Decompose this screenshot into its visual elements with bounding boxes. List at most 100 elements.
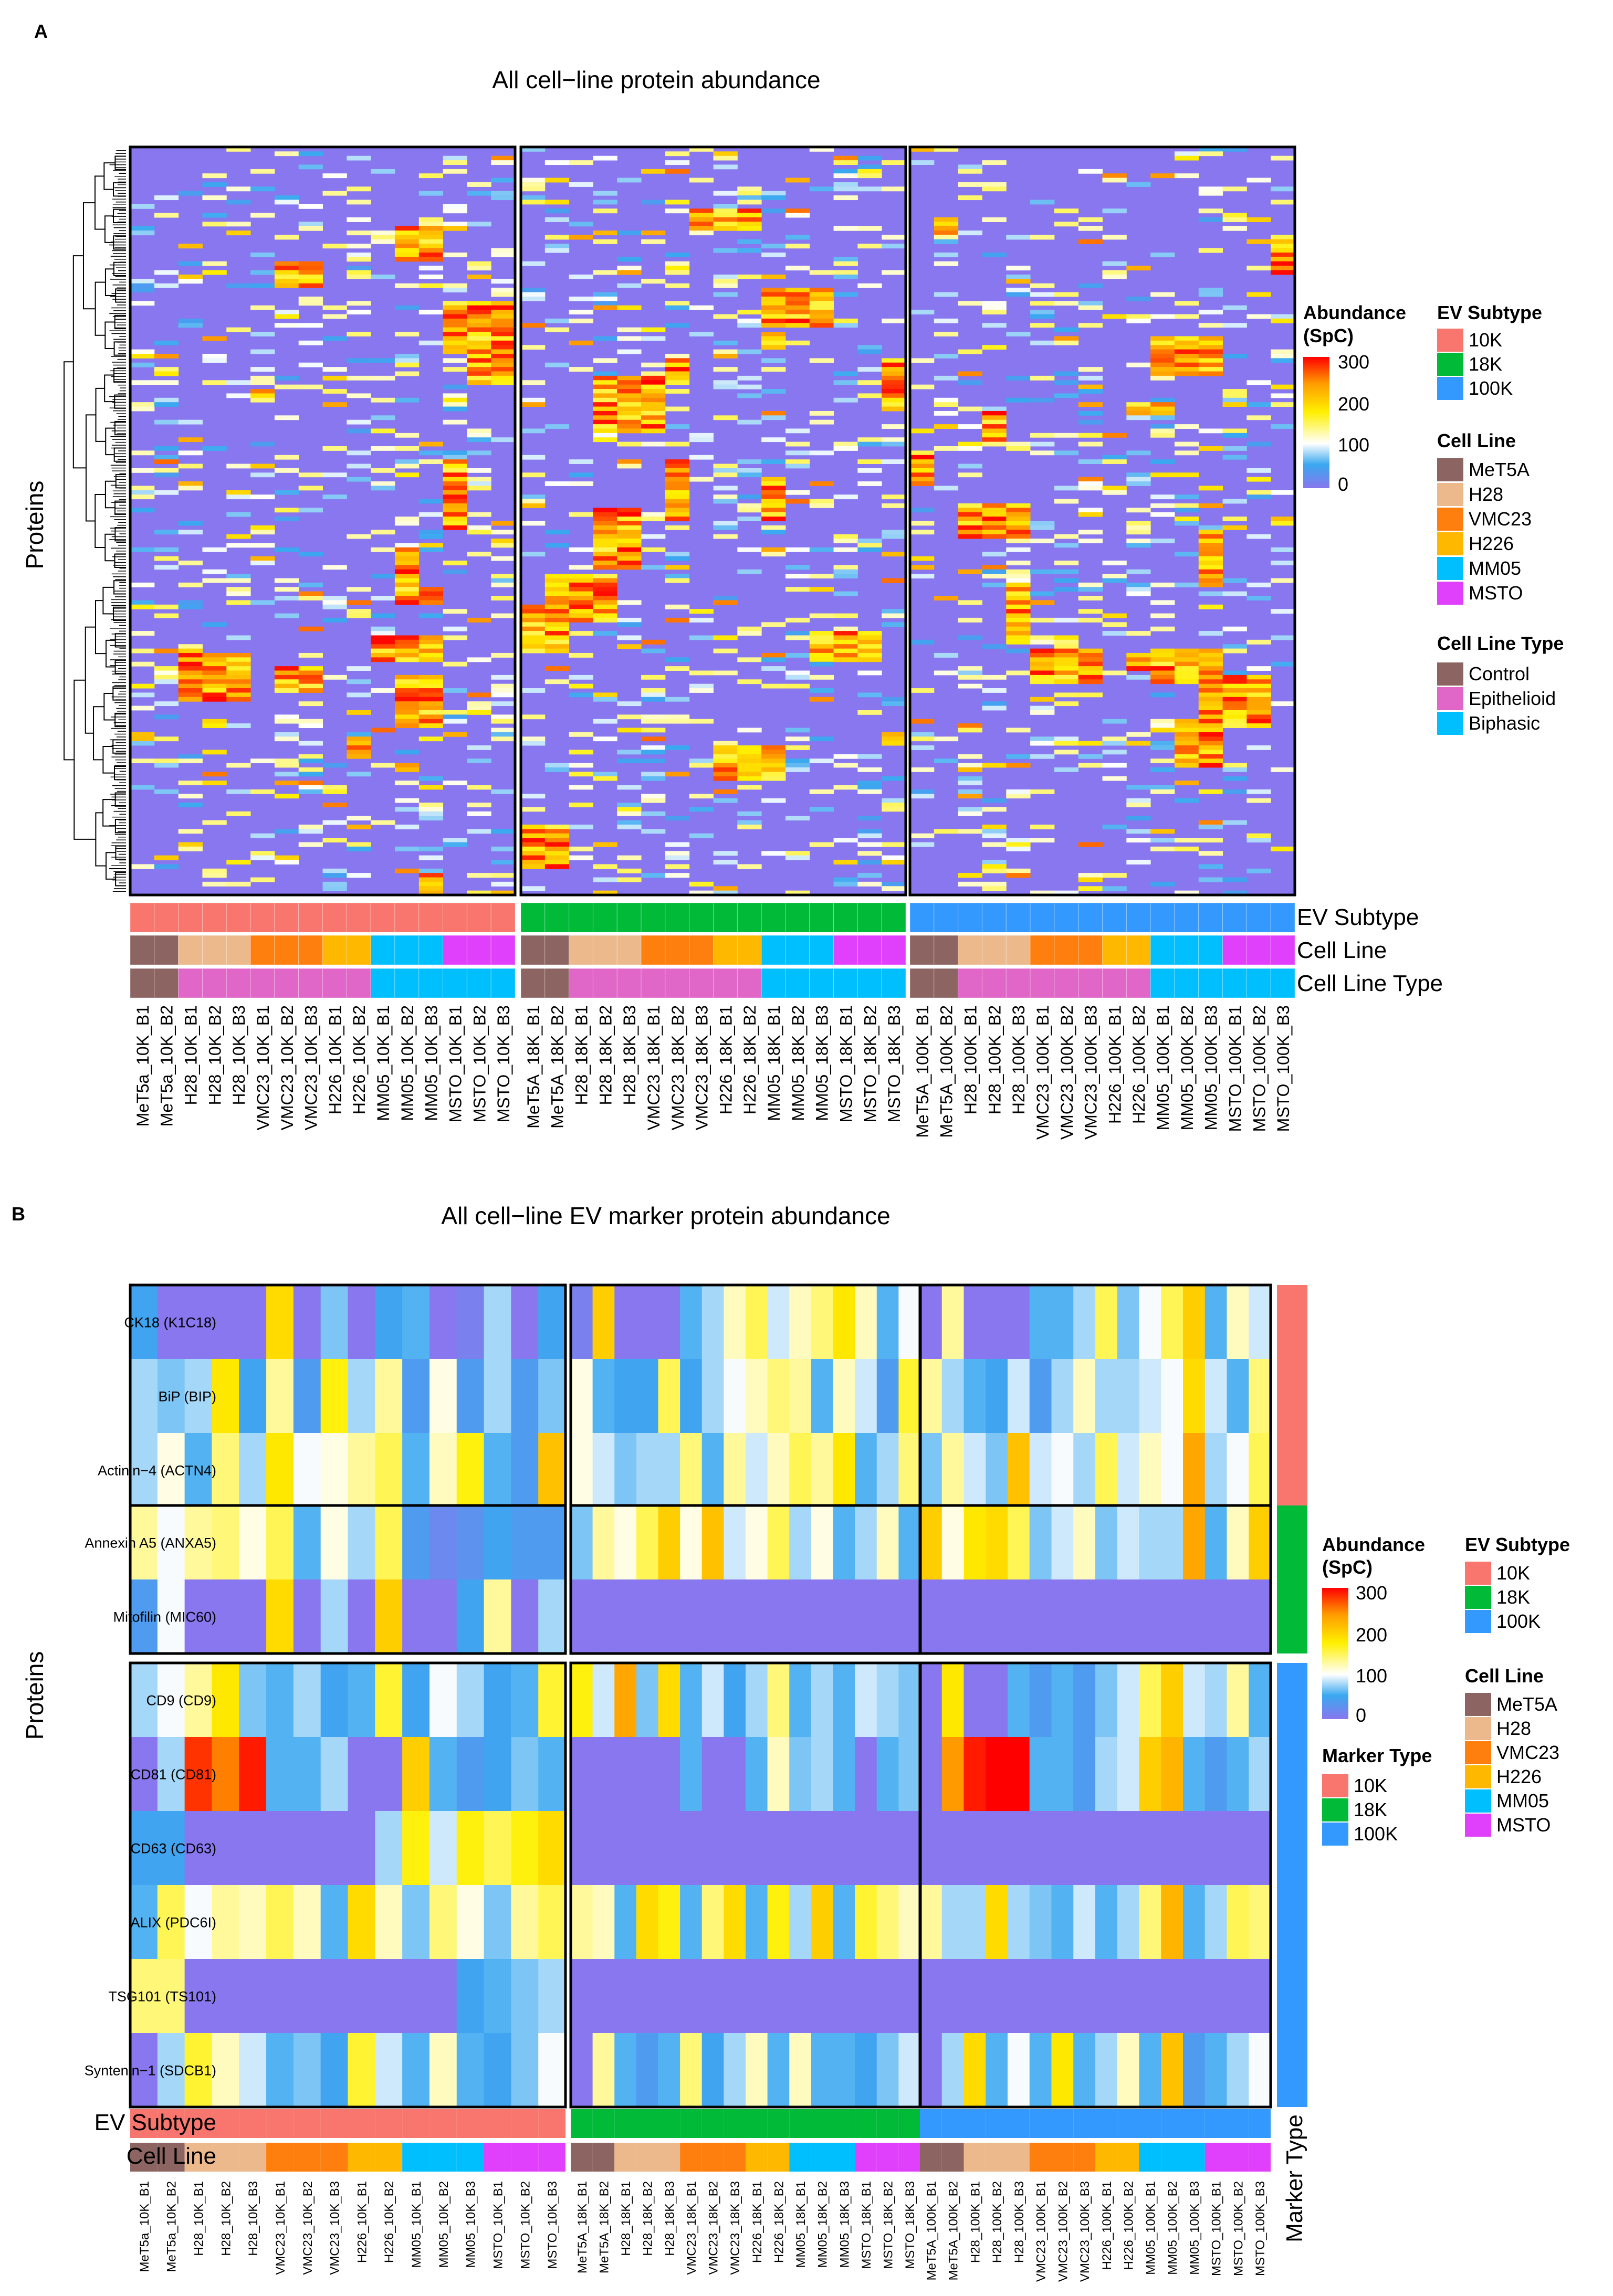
heatmap-cell	[617, 714, 642, 720]
heatmap-cell	[202, 881, 227, 887]
heatmap-cell	[1054, 661, 1079, 667]
heatmap-cell	[491, 539, 516, 543]
marker-cell	[348, 1811, 375, 1886]
marker-cell	[811, 1359, 833, 1434]
annotation-cell-type	[154, 968, 179, 998]
heatmap-cell	[491, 327, 516, 332]
marker-cell	[592, 1359, 615, 1434]
marker-cell	[636, 2033, 658, 2108]
heatmap-cell	[785, 323, 810, 328]
heatmap-cell	[665, 745, 690, 750]
heatmap-cell	[130, 450, 155, 456]
heatmap-cell	[665, 864, 690, 869]
heatmap-cell	[934, 375, 959, 381]
heatmap-cell	[467, 371, 491, 376]
heatmap-cell	[130, 692, 155, 698]
heatmap-cell	[665, 371, 690, 376]
marker-cell	[1161, 1811, 1183, 1886]
heatmap-cell	[1174, 336, 1199, 341]
dendrogram-branch	[102, 586, 114, 615]
heatmap-cell	[130, 785, 155, 790]
heatmap-cell	[394, 683, 420, 689]
marker-cell	[157, 1885, 185, 1960]
heatmap-cell	[665, 851, 690, 856]
heatmap-cell	[418, 600, 444, 605]
heatmap-cell	[347, 613, 371, 618]
heatmap-cell	[1126, 525, 1151, 530]
heatmap-cell	[178, 794, 203, 799]
heatmap-cell	[1271, 560, 1295, 565]
column-label: H28_100K_B2	[985, 1005, 1004, 1114]
heatmap-cell	[713, 248, 738, 253]
marker-cell	[266, 1505, 294, 1580]
heatmap-cell	[250, 855, 275, 860]
heatmap-cell	[154, 397, 179, 403]
heatmap-cell	[833, 569, 858, 574]
heatmap-cell	[910, 428, 935, 434]
heatmap-cell	[641, 428, 666, 434]
heatmap-cell	[226, 222, 251, 227]
heatmap-cell	[958, 829, 982, 834]
heatmap-cell	[467, 486, 491, 491]
heatmap-cell	[544, 846, 570, 851]
heatmap-cell	[1174, 754, 1199, 759]
heatmap-cell	[910, 732, 935, 737]
heatmap-cell	[910, 160, 935, 165]
heatmap-cell	[347, 199, 371, 205]
heatmap-cell	[347, 266, 371, 271]
marker-cell	[1204, 1285, 1227, 1360]
swatch-h226	[1437, 532, 1463, 555]
heatmap-cell	[443, 838, 467, 842]
annotation-cell-cl	[154, 935, 179, 965]
heatmap-cell	[569, 310, 593, 315]
heatmap-cell	[809, 587, 834, 592]
marker-cell	[833, 2033, 855, 2108]
heatmap-cell	[202, 657, 227, 662]
marker-cell	[767, 1737, 790, 1811]
heatmap-cell	[785, 855, 810, 860]
annotation-cell-ev-b	[592, 2109, 615, 2138]
marker-cell	[614, 1663, 637, 1737]
heatmap-cell	[1054, 692, 1079, 698]
heatmap-cell	[1198, 666, 1223, 671]
marker-cell	[1008, 1579, 1030, 1654]
heatmap-cell	[934, 230, 959, 236]
marker-cell	[767, 2033, 790, 2108]
heatmap-cell	[833, 881, 858, 887]
heatmap-cell	[130, 494, 155, 500]
dendrogram-branch	[112, 686, 126, 701]
heatmap-cell	[1247, 217, 1271, 222]
heatmap-cell	[1126, 816, 1151, 820]
legend-b-item-msto: MSTO	[1496, 1814, 1551, 1836]
heatmap-cell	[761, 622, 786, 627]
heatmap-cell	[1150, 789, 1175, 794]
dendrogram-branch	[95, 387, 106, 442]
heatmap-cell	[1198, 288, 1223, 293]
marker-cell	[1051, 1359, 1074, 1434]
heatmap-cell	[394, 397, 420, 403]
marker-cell	[680, 1811, 703, 1886]
heatmap-cell	[1126, 450, 1151, 456]
marker-cell	[571, 1505, 593, 1580]
column-label: H226_18K_B2	[740, 1005, 759, 1114]
heatmap-cell	[1102, 459, 1127, 465]
heatmap-cell	[521, 622, 546, 627]
annotation-cell-ev	[1102, 902, 1127, 933]
heatmap-cell	[1247, 239, 1271, 244]
heatmap-cell	[1198, 701, 1223, 707]
marker-cell	[429, 1811, 457, 1886]
heatmap-cell	[1006, 279, 1031, 284]
heatmap-cell	[982, 415, 1007, 420]
marker-cell	[592, 1663, 615, 1737]
heatmap-cell	[761, 208, 786, 214]
heatmap-cell	[1006, 530, 1031, 535]
heatmap-cell	[857, 754, 882, 759]
heatmap-cell	[467, 261, 491, 266]
heatmap-cell	[1247, 477, 1271, 482]
heatmap-cell	[1150, 336, 1175, 341]
annotation-cell-ev	[370, 902, 395, 933]
heatmap-cell	[322, 336, 347, 341]
heatmap-cell	[347, 600, 371, 605]
heatmap-cell	[1030, 569, 1055, 574]
heatmap-cell	[857, 829, 882, 834]
